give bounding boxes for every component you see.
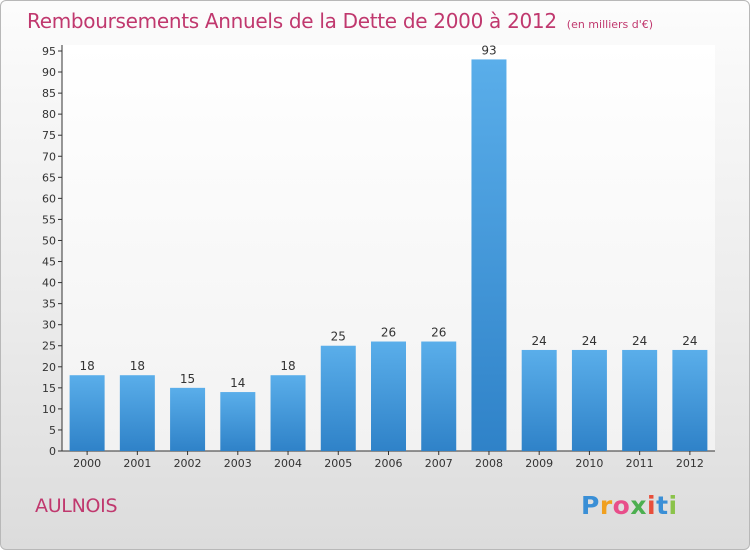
x-tick-label: 2001	[123, 457, 151, 470]
x-tick-label: 2011	[626, 457, 654, 470]
y-tick-label: 35	[42, 298, 56, 311]
value-label-2011: 24	[632, 334, 647, 348]
value-label-2009: 24	[532, 334, 547, 348]
bar-2001	[119, 375, 155, 451]
y-tick-label: 20	[42, 361, 56, 374]
logo-letter: o	[612, 491, 631, 520]
x-tick-label: 2000	[73, 457, 101, 470]
x-axis: 2000 2001 2002 2003 2004 2005 2006 2007 2008 2009…	[62, 450, 715, 470]
y-tick-label: 75	[42, 129, 56, 142]
chart-title: Remboursements Annuels de la Dette de 20…	[27, 9, 557, 33]
value-label-2000: 18	[79, 359, 94, 373]
value-label-2004: 18	[280, 359, 295, 373]
bar-2008	[471, 59, 507, 451]
y-tick-label: 95	[42, 45, 56, 58]
bar-2002	[170, 387, 206, 451]
bar-2010	[571, 349, 607, 451]
proxiti-logo: Proxiti	[581, 491, 678, 520]
bar-2006	[371, 341, 406, 451]
x-tick-label: 2012	[676, 457, 704, 470]
y-tick-label: 30	[42, 319, 56, 332]
logo-letter: P	[581, 491, 600, 520]
value-label-2005: 25	[331, 330, 346, 344]
value-labels: 18 18 15 14 18 25 26 26 93 24 24 24 24	[79, 43, 697, 390]
y-tick-label: 40	[42, 277, 56, 290]
value-label-2010: 24	[582, 334, 597, 348]
y-tick-label: 65	[42, 171, 56, 184]
value-label-2002: 15	[180, 372, 195, 386]
logo-letter: t	[656, 491, 669, 520]
x-tick-label: 2007	[425, 457, 453, 470]
y-tick-label: 10	[42, 403, 56, 416]
y-tick-label: 0	[49, 445, 56, 458]
x-tick-label: 2010	[575, 457, 603, 470]
y-tick-label: 70	[42, 150, 56, 163]
y-axis: 0 5 10 15 20 25 30 35 40 45 50 55 60 65 70 75 80 85 90 95	[42, 45, 63, 458]
bar-2012	[672, 349, 708, 451]
x-tick-label: 2008	[475, 457, 503, 470]
bar-2011	[622, 349, 658, 451]
x-tick-label: 2004	[274, 457, 302, 470]
y-tick-label: 15	[42, 382, 56, 395]
y-tick-label: 85	[42, 87, 56, 100]
logo-letter: x	[630, 491, 647, 520]
value-label-2008: 93	[481, 43, 496, 57]
bar-2004	[270, 375, 306, 451]
x-tick-label: 2009	[525, 457, 553, 470]
value-label-2001: 18	[130, 359, 145, 373]
logo-letter: i	[647, 491, 657, 520]
y-tick-label: 80	[42, 108, 56, 121]
bars	[69, 59, 708, 451]
bar-2005	[320, 345, 356, 451]
value-label-2007: 26	[431, 326, 446, 340]
logo-letter: r	[599, 491, 613, 520]
x-tick-label: 2006	[375, 457, 403, 470]
y-tick-label: 90	[42, 66, 56, 79]
bar-2003	[220, 392, 256, 451]
y-tick-label: 45	[42, 256, 56, 269]
y-tick-label: 25	[42, 340, 56, 353]
x-tick-label: 2005	[324, 457, 352, 470]
value-label-2006: 26	[381, 326, 396, 340]
value-label-2003: 14	[230, 376, 245, 390]
value-label-2012: 24	[682, 334, 697, 348]
x-tick-label: 2003	[224, 457, 252, 470]
y-tick-label: 55	[42, 213, 56, 226]
x-tick-label: 2002	[174, 457, 202, 470]
chart-unit: (en milliers d'€)	[566, 18, 654, 31]
y-tick-label: 50	[42, 234, 56, 247]
chart-title-row: Remboursements Annuels de la Dette de 20…	[27, 9, 653, 33]
y-tick-label: 5	[49, 424, 56, 437]
bar-2007	[421, 341, 457, 451]
location-name: AULNOIS	[35, 495, 118, 517]
logo-letter: i	[668, 491, 678, 520]
bar-2000	[69, 375, 105, 451]
y-tick-label: 60	[42, 192, 56, 205]
bar-2009	[521, 349, 557, 451]
